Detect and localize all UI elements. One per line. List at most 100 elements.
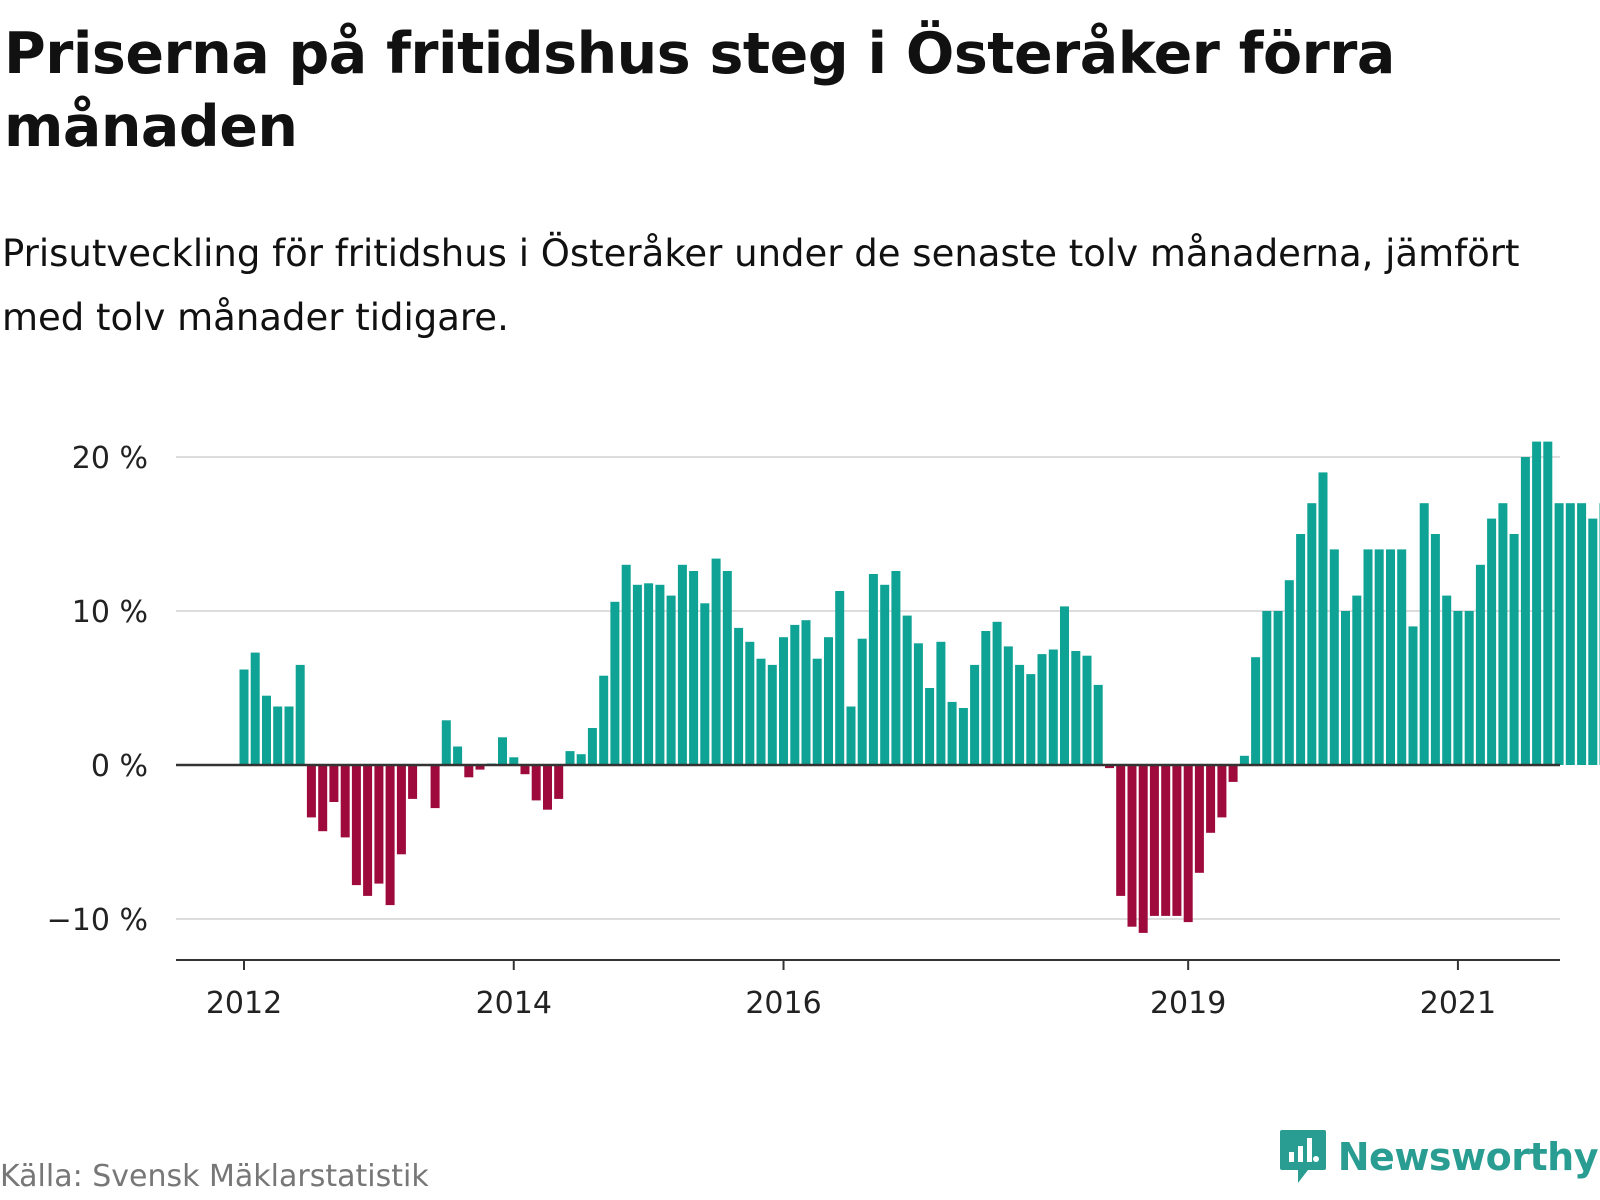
bar xyxy=(1060,606,1069,765)
bar xyxy=(475,765,485,770)
bar xyxy=(1464,611,1474,765)
y-tick-label: 20 % xyxy=(72,441,148,476)
y-tick-label: −10 % xyxy=(47,903,148,938)
bar xyxy=(363,765,373,896)
bar xyxy=(756,658,766,765)
bar xyxy=(1127,765,1137,927)
bar xyxy=(1161,765,1171,916)
bar xyxy=(1509,534,1519,765)
y-tick-label: 0 % xyxy=(91,749,148,784)
bar xyxy=(644,583,654,765)
bar xyxy=(1453,611,1463,765)
bar xyxy=(925,688,935,765)
bar xyxy=(587,728,597,765)
bar xyxy=(891,571,901,765)
bar xyxy=(1341,611,1350,765)
bar xyxy=(801,620,811,765)
x-axis-ticks: 201220142016201920212023 xyxy=(206,960,1496,1021)
bar xyxy=(1273,611,1283,765)
bar xyxy=(1318,472,1328,765)
bar xyxy=(1487,518,1497,765)
bar xyxy=(1386,549,1395,765)
bar xyxy=(284,706,294,765)
bar xyxy=(1149,765,1159,916)
bar xyxy=(1172,765,1182,916)
bar xyxy=(1037,654,1047,765)
grid-lines xyxy=(176,456,1560,920)
y-axis-ticks: 20 % 10 % 0 % −10 % xyxy=(47,441,148,938)
bar xyxy=(306,765,316,818)
bar xyxy=(779,637,788,765)
bar xyxy=(441,720,451,765)
x-tick-label: 2021 xyxy=(1420,986,1496,1021)
bar xyxy=(745,641,755,765)
bar xyxy=(1419,503,1429,765)
bar xyxy=(621,564,631,765)
brand-name: Newsworthy xyxy=(1337,1135,1599,1179)
bar xyxy=(1408,626,1418,765)
bar xyxy=(632,584,642,765)
bar-chart: 20 %10 %0 %−10 % 20122014201620192021202… xyxy=(47,441,1600,1021)
x-tick-label: 2014 xyxy=(476,986,552,1021)
bar xyxy=(936,641,946,765)
bar xyxy=(262,695,271,765)
bar xyxy=(1026,674,1036,765)
bar xyxy=(1228,765,1238,782)
bar xyxy=(1262,611,1272,765)
bar xyxy=(464,765,474,778)
bar xyxy=(1105,765,1114,769)
bar xyxy=(543,765,552,810)
bar xyxy=(1307,503,1317,765)
axes xyxy=(176,763,1560,961)
bar xyxy=(1071,651,1081,765)
y-tick-label: 10 % xyxy=(72,595,148,630)
bar xyxy=(273,706,283,765)
bar xyxy=(1543,441,1553,765)
bar xyxy=(947,701,957,765)
bar xyxy=(880,584,890,765)
chart-title: Priserna på fritidshus steg i Österåker … xyxy=(4,21,1395,160)
bar xyxy=(599,675,609,765)
bar xyxy=(340,765,350,838)
bar xyxy=(981,631,991,765)
bar xyxy=(1520,457,1530,765)
bar xyxy=(913,643,923,765)
bar xyxy=(1588,518,1598,765)
bar xyxy=(374,765,384,884)
bar xyxy=(1093,684,1103,765)
bar xyxy=(846,706,856,765)
bar xyxy=(1138,765,1148,933)
bar xyxy=(812,658,822,765)
bar xyxy=(824,637,833,765)
bar xyxy=(1554,503,1564,765)
bar xyxy=(554,765,564,799)
bar xyxy=(1183,765,1193,923)
bar xyxy=(318,765,328,832)
bar xyxy=(1015,664,1025,765)
bar xyxy=(408,765,418,799)
bar xyxy=(498,737,507,765)
bar xyxy=(1374,549,1384,765)
bar xyxy=(565,751,575,765)
bar xyxy=(1397,549,1407,765)
bar xyxy=(958,708,968,765)
bar xyxy=(1565,503,1575,765)
bar xyxy=(1251,657,1261,765)
bar xyxy=(1532,441,1542,765)
x-tick-label: 2016 xyxy=(745,986,821,1021)
x-tick-label: 2012 xyxy=(206,986,282,1021)
bar xyxy=(385,765,395,906)
bar xyxy=(1239,755,1249,765)
bar xyxy=(351,765,361,886)
bar xyxy=(1430,534,1440,765)
bar xyxy=(722,571,732,765)
bar xyxy=(655,584,665,765)
bar xyxy=(1577,503,1587,765)
bar xyxy=(1082,655,1092,765)
bar xyxy=(970,664,980,765)
bar xyxy=(1296,534,1306,765)
brand-logo: Newsworthy xyxy=(1278,1128,1599,1186)
bar xyxy=(1003,646,1013,765)
bars xyxy=(239,441,1600,933)
bar xyxy=(1206,765,1216,833)
